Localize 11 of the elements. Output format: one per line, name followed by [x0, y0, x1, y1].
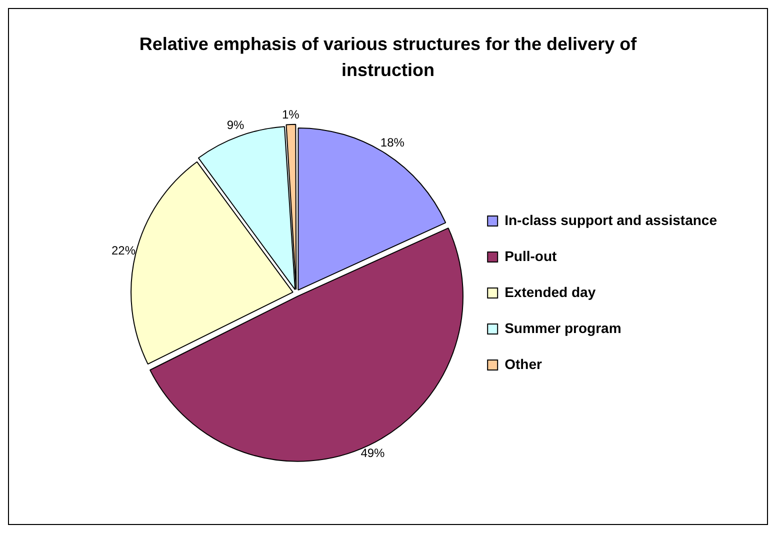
legend-label: Summer program	[504, 320, 622, 336]
legend-label: Extended day	[504, 284, 596, 300]
data-label: 49%	[360, 446, 386, 460]
legend-label: Pull-out	[504, 248, 558, 264]
legend-label: In-class support and assistance	[504, 212, 718, 228]
data-label: 22%	[111, 243, 136, 258]
chart-title: Relative emphasis of various structures for the delivery of instruction	[138, 33, 638, 82]
data-label: 1%	[282, 108, 300, 122]
legend-label: Other	[504, 356, 542, 372]
data-label: 9%	[226, 118, 244, 132]
data-label: 18%	[380, 136, 405, 150]
